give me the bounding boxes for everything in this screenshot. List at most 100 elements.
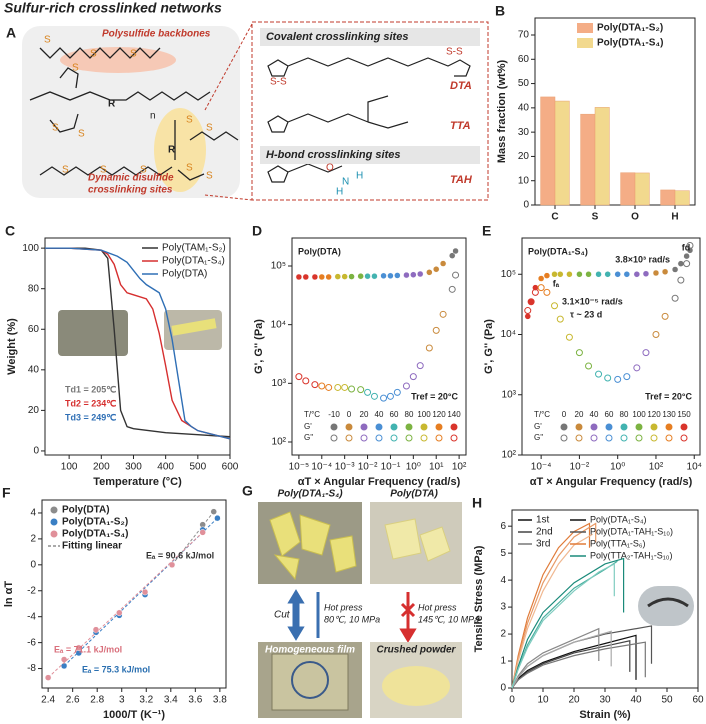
- legend-marker: [650, 423, 658, 431]
- curve: [511, 533, 593, 689]
- point: [416, 362, 424, 370]
- photo-shards: [269, 511, 357, 581]
- x-tick-label: 10²: [452, 462, 467, 473]
- point: [633, 364, 641, 372]
- atom: S-S: [446, 47, 463, 58]
- point: [623, 271, 631, 278]
- point: [661, 268, 669, 276]
- x-tick-label: 10⁰: [406, 462, 421, 473]
- bar: [540, 96, 556, 206]
- curve: [511, 627, 600, 689]
- x-tick-label: 3.4: [164, 695, 178, 706]
- atom: S: [90, 49, 97, 60]
- point: [595, 271, 602, 278]
- point: [683, 252, 690, 260]
- legend-label: 120: [432, 410, 446, 419]
- legend-marker: [575, 434, 583, 442]
- atom: S: [186, 115, 193, 126]
- film: [271, 653, 349, 711]
- y-tick-label: 10⁴: [271, 319, 286, 330]
- bar: [634, 172, 650, 206]
- annotation: Eₐ = 71.1 kJ/mol: [54, 644, 122, 654]
- legend-label: Poly(DTA₁-S₄): [62, 529, 129, 540]
- point: [566, 271, 573, 278]
- legend-marker: [435, 434, 443, 442]
- point: [652, 269, 660, 277]
- y-tick-label: 20: [518, 151, 530, 162]
- legend-marker: [390, 423, 398, 431]
- y-axis-label: G', G'' (Pa): [253, 319, 265, 374]
- panel-label: H: [472, 495, 482, 511]
- point: [585, 362, 593, 370]
- x-axis-label: αT × Angular Frequency (rad/s): [298, 476, 461, 488]
- legend-label: 130: [662, 410, 676, 419]
- legend-marker: [435, 423, 443, 431]
- legend-marker: [590, 423, 598, 431]
- point: [302, 377, 310, 385]
- y-tick-label: 40: [28, 364, 40, 375]
- legend-marker: [680, 423, 688, 431]
- x-tick-label: 100: [61, 462, 78, 473]
- point: [537, 275, 545, 282]
- legend-label: 0: [562, 410, 567, 419]
- point: [686, 247, 694, 254]
- legend-marker: [665, 434, 673, 442]
- point: [531, 288, 539, 296]
- legend-marker: [330, 434, 338, 442]
- x-tick-label: O: [631, 212, 639, 223]
- x-tick-label: 10⁻⁴: [311, 462, 332, 473]
- point: [452, 247, 459, 255]
- process-label: Hot press: [418, 602, 457, 612]
- point: [448, 252, 456, 259]
- legend-marker: [375, 434, 383, 442]
- point: [295, 373, 303, 381]
- y-tick-label: 10⁵: [271, 261, 286, 272]
- point: [60, 656, 68, 663]
- x-tick-label: 10⁻¹: [381, 462, 401, 473]
- atom: S: [52, 123, 59, 134]
- annotation: Td3 = 249℃: [65, 412, 116, 422]
- y-axis-label: ln αT: [3, 581, 15, 608]
- annotation: Eₐ = 75.3 kJ/mol: [82, 664, 150, 674]
- legend-marker: [620, 423, 628, 431]
- point: [556, 315, 564, 323]
- point: [348, 273, 355, 280]
- annotation: fd: [682, 242, 691, 252]
- plot-frame: [521, 237, 701, 456]
- point: [210, 508, 217, 515]
- panel-a: A S S S S R S S n S S R S S S S S Polysu…: [6, 21, 489, 201]
- point: [604, 271, 611, 278]
- legend-label: 20: [360, 410, 369, 419]
- point: [527, 298, 535, 306]
- legend-marker: [665, 423, 673, 431]
- bar: [660, 189, 676, 206]
- atom: O: [326, 163, 334, 174]
- point: [633, 271, 641, 278]
- legend-label: Poly(TAM₁-S₂): [162, 243, 226, 254]
- x-tick-label: 10²: [649, 462, 664, 473]
- point: [524, 313, 532, 320]
- point: [325, 273, 332, 281]
- point: [671, 266, 679, 273]
- curve: [45, 247, 231, 438]
- legend-label: 100: [632, 410, 646, 419]
- legend-swatch: [577, 38, 593, 48]
- point: [357, 272, 364, 280]
- y-tick-label: 10³: [502, 389, 517, 400]
- y-tick-label: 100: [22, 243, 39, 254]
- x-tick-label: 10⁰: [610, 462, 625, 473]
- legend-label: G': [304, 422, 312, 431]
- point: [614, 271, 621, 278]
- x-tick-label: 2.8: [90, 695, 104, 706]
- legend-label: Poly(DTA₁-S₄): [162, 256, 225, 267]
- curve: [511, 560, 618, 689]
- y-tick-label: 5: [500, 548, 506, 559]
- annotation: Dynamic disulfide: [88, 173, 174, 184]
- atom: n: [150, 111, 156, 122]
- legend-marker: [620, 434, 628, 442]
- atom: S: [78, 129, 85, 140]
- annotation: 3.1×10⁻⁵ rad/s: [562, 296, 623, 306]
- point: [364, 272, 371, 280]
- legend-marker: [345, 434, 353, 442]
